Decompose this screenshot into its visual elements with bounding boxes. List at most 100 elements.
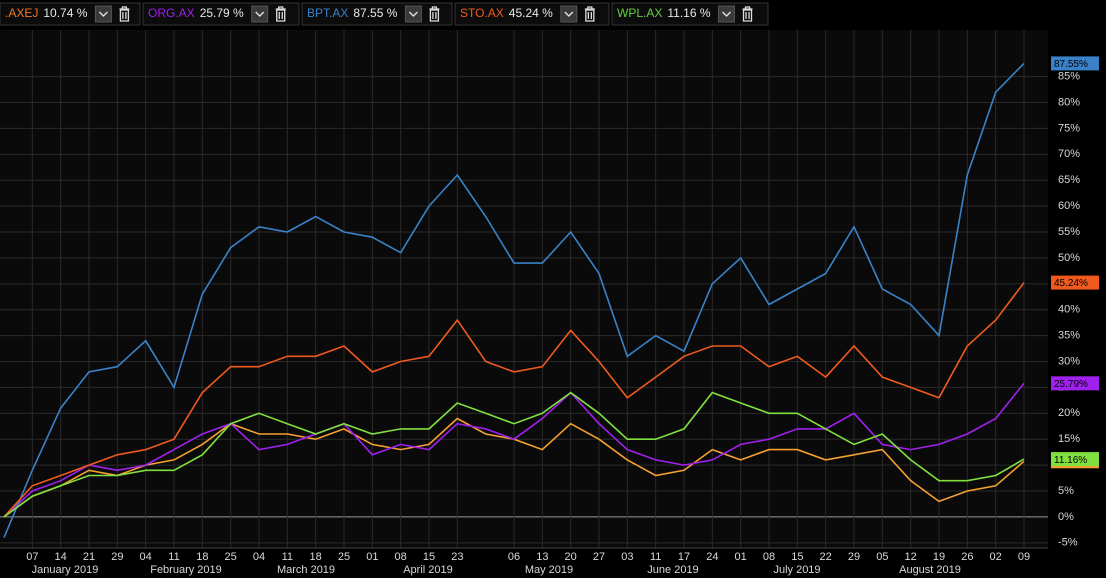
x-tick-label: 21 (83, 551, 95, 563)
legend-item: WPL.AX 11.16 % (611, 2, 769, 26)
legend-name: STO.AX (460, 6, 504, 20)
month-label: April 2019 (403, 564, 453, 576)
legend-item: STO.AX 45.24 % (454, 2, 610, 26)
dropdown-box[interactable] (251, 5, 269, 23)
series-line (3, 62, 1025, 538)
month-label: January 2019 (32, 564, 99, 576)
month-label: February 2019 (150, 564, 222, 576)
y-tick-label: 65% (1058, 174, 1080, 186)
legend-name: .AXEJ (5, 6, 38, 20)
y-tick-label: 75% (1058, 122, 1080, 134)
y-tick-label: 5% (1058, 485, 1074, 497)
delete-button[interactable] (584, 6, 595, 22)
month-label: July 2019 (773, 564, 820, 576)
dropdown-box[interactable] (404, 5, 422, 23)
x-tick-label: 08 (395, 551, 407, 563)
y-tick-label: 70% (1058, 148, 1080, 160)
end-tag-label: 25.79% (1054, 379, 1088, 390)
x-tick-label: 06 (508, 551, 520, 563)
x-tick-label: 02 (990, 551, 1002, 563)
dropdown-button[interactable] (718, 5, 736, 23)
x-tick-label: 13 (536, 551, 548, 563)
legend-item: BPT.AX 87.55 % (301, 2, 453, 26)
series-line (3, 391, 1025, 518)
x-tick-label: 03 (621, 551, 633, 563)
end-tag-label: 45.24% (1054, 278, 1088, 289)
end-tag-label: 11.16% (1054, 455, 1087, 466)
y-tick-label: 50% (1058, 252, 1080, 264)
plot-background (0, 30, 1048, 548)
series-line (3, 282, 1025, 518)
x-tick-label: 23 (451, 551, 463, 563)
dropdown-box[interactable] (94, 5, 112, 23)
y-tick-label: 85% (1058, 71, 1080, 83)
end-tag (1051, 275, 1099, 290)
trash-icon (742, 6, 753, 22)
dropdown-box[interactable] (560, 5, 578, 23)
x-tick-label: 01 (366, 551, 378, 563)
trash-icon (429, 6, 440, 22)
legend-value: 87.55 % (353, 6, 397, 20)
dropdown-box[interactable] (718, 5, 736, 23)
x-tick-label: 09 (1018, 551, 1030, 563)
end-tag (1051, 376, 1099, 391)
x-tick-label: 25 (225, 551, 237, 563)
x-tick-label: 17 (678, 551, 690, 563)
y-tick-label: 30% (1058, 355, 1080, 367)
delete-button[interactable] (429, 6, 440, 22)
legend-value: 25.79 % (200, 6, 244, 20)
x-tick-label: 19 (933, 551, 945, 563)
y-tick-label: 35% (1058, 330, 1080, 342)
y-tick-label: 60% (1058, 200, 1080, 212)
x-tick-label: 11 (168, 551, 179, 563)
end-tag (1051, 56, 1099, 71)
series-line (3, 382, 1025, 518)
x-tick-label: 18 (310, 551, 322, 563)
dropdown-arrow (255, 11, 265, 18)
end-tag (1051, 452, 1099, 467)
y-tick-label: 15% (1058, 433, 1080, 445)
y-tick-label: 55% (1058, 226, 1080, 238)
x-tick-label: 27 (593, 551, 605, 563)
x-tick-label: 14 (55, 551, 67, 563)
x-tick-label: 24 (706, 551, 718, 563)
x-tick-label: 05 (876, 551, 888, 563)
dropdown-button[interactable] (404, 5, 422, 23)
x-tick-label: 11 (282, 551, 293, 563)
x-tick-label: 11 (650, 551, 661, 563)
dropdown-button[interactable] (251, 5, 269, 23)
dropdown-button[interactable] (560, 5, 578, 23)
dropdown-arrow (564, 11, 574, 18)
delete-button[interactable] (742, 6, 753, 22)
legend-value: 10.74 % (43, 6, 87, 20)
x-tick-label: 22 (820, 551, 832, 563)
x-tick-label: 15 (791, 551, 803, 563)
legend-item: ORG.AX 25.79 % (142, 2, 300, 26)
x-tick-label: 18 (196, 551, 208, 563)
end-tag-label: 87.55% (1054, 59, 1088, 70)
x-tick-label: 20 (565, 551, 577, 563)
month-label: May 2019 (525, 564, 573, 576)
month-label: June 2019 (647, 564, 698, 576)
x-tick-label: 15 (423, 551, 435, 563)
legend-name: ORG.AX (148, 6, 195, 20)
y-tick-label: 0% (1058, 511, 1074, 523)
delete-button[interactable] (275, 6, 286, 22)
x-tick-label: 04 (253, 551, 265, 563)
y-tick-label: 80% (1058, 96, 1080, 108)
y-tick-label: -5% (1058, 537, 1078, 549)
x-tick-label: 26 (961, 551, 973, 563)
month-label: March 2019 (277, 564, 335, 576)
x-tick-label: 12 (905, 551, 917, 563)
x-tick-label: 29 (848, 551, 860, 563)
dropdown-arrow (408, 11, 418, 18)
dropdown-button[interactable] (94, 5, 112, 23)
x-tick-label: 04 (140, 551, 152, 563)
delete-button[interactable] (119, 6, 130, 22)
legend-name: WPL.AX (617, 6, 662, 20)
trash-icon (119, 6, 130, 22)
legend-item: .AXEJ 10.74 % (0, 2, 141, 26)
month-label: August 2019 (899, 564, 961, 576)
